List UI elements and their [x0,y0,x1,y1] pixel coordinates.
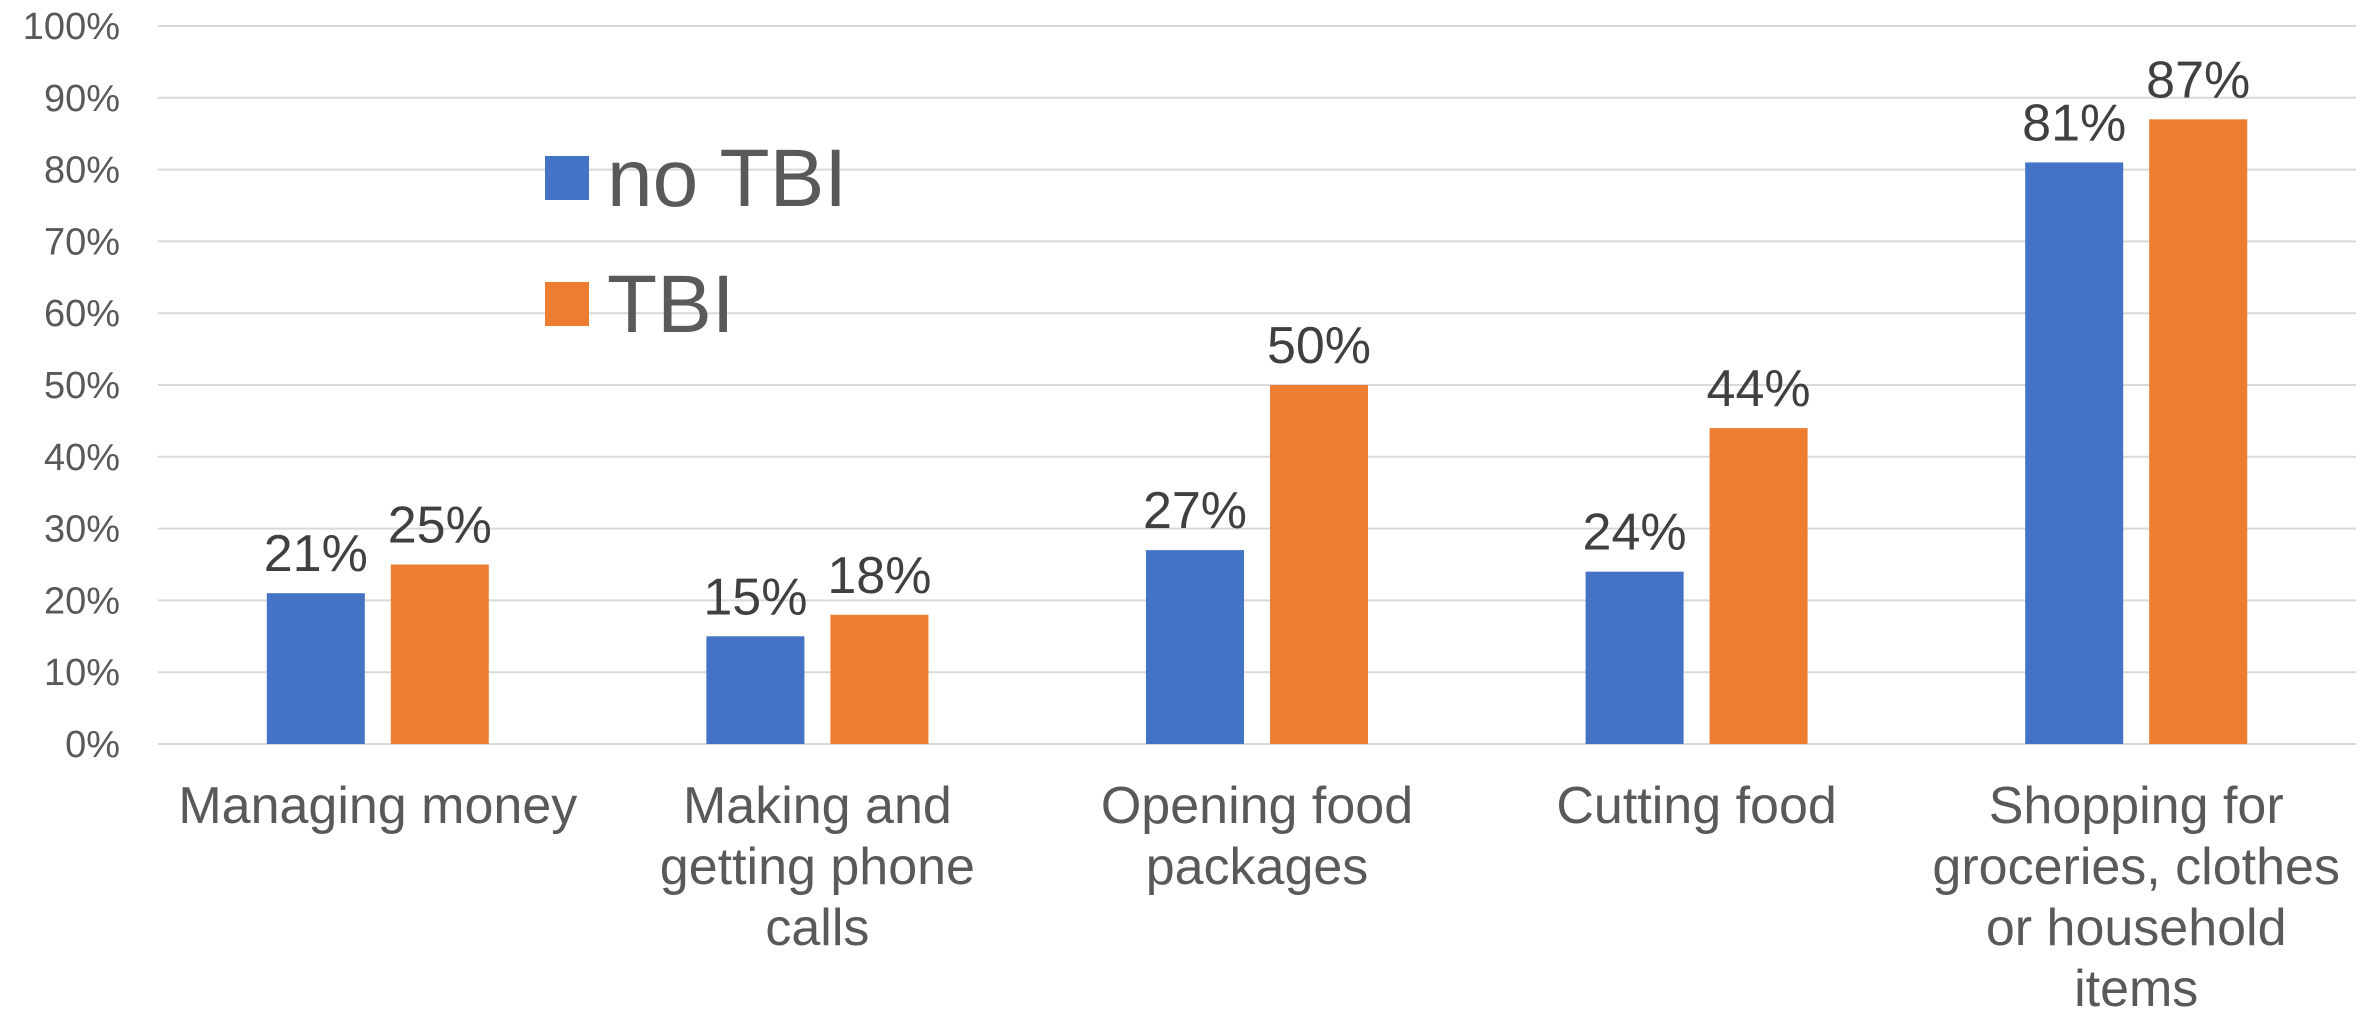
data-label: 15% [703,568,807,626]
y-tick-label: 10% [44,652,120,694]
x-category-label: Managing money [178,777,577,835]
x-category-label: Opening food packages [1101,777,1413,896]
y-tick-label: 90% [44,78,120,120]
bar-no-tbi [2025,162,2124,745]
bar-no-tbi [706,636,805,744]
data-label: 21% [264,525,368,583]
x-category-label: Making and getting phone calls [660,777,975,957]
bar-no-tbi [266,593,365,744]
bars [266,119,2248,745]
y-tick-label: 60% [44,293,120,335]
data-label: 44% [1707,360,1811,418]
bar-no-tbi [1585,571,1684,744]
data-label: 25% [388,497,492,555]
data-label: 27% [1143,482,1247,540]
legend-swatch [545,282,589,326]
y-tick-label: 50% [44,365,120,407]
y-tick-label: 0% [65,724,120,766]
y-tick-label: 100% [23,6,120,48]
y-tick-label: 30% [44,509,120,551]
x-axis-categories: Managing money Making and getting phone cal… [178,777,2340,1017]
data-label: 81% [2022,94,2126,152]
x-category-label: Shopping for groceries, clothes or househo… [1932,777,2340,1012]
gridlines [158,25,2356,745]
bar-tbi [390,564,489,744]
data-label: 24% [1583,504,1687,562]
y-tick-label: 70% [44,221,120,263]
legend-swatch [545,156,589,200]
y-tick-label: 80% [44,150,120,192]
data-label: 18% [827,547,931,605]
x-category-label: Cutting food [1556,777,1836,835]
bar-no-tbi [1146,550,1244,744]
data-label: 50% [1267,317,1371,375]
legend-label: no TBI [607,133,847,224]
y-tick-label: 40% [44,437,120,479]
legend: no TBI TBI [545,133,847,350]
legend-label: TBI [607,259,735,350]
data-label: 87% [2146,51,2250,109]
bar-tbi [1709,428,1808,744]
bar-tbi [830,614,929,744]
data-labels: 21% 25% 15% 18% 27% 50% 24% 44% 81% 87% [264,51,2250,626]
y-tick-label: 20% [44,580,120,622]
bar-tbi [1270,385,1368,744]
bar-tbi [2149,119,2248,745]
y-axis-ticks: 0% 10% 20% 30% 40% 50% 60% 70% 80% 90% 100% [23,6,120,766]
